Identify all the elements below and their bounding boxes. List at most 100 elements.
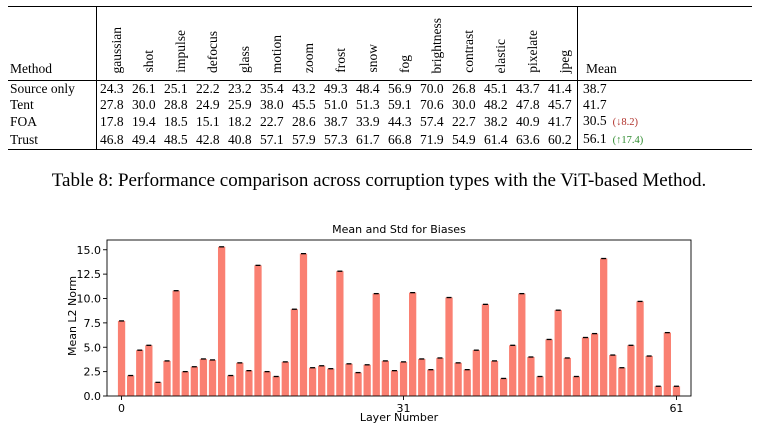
bar — [527, 357, 535, 396]
value-cell: 57.9 — [292, 132, 316, 147]
bar — [236, 362, 244, 396]
value-cell: 51.0 — [324, 97, 348, 112]
bar — [399, 361, 408, 396]
bar — [172, 290, 180, 396]
value-cell: 22.7 — [260, 114, 284, 129]
value-cell: 33.9 — [356, 114, 380, 129]
value-cell: 19.4 — [132, 114, 156, 129]
value-cell: 48.4 — [356, 81, 380, 96]
bar — [190, 366, 198, 396]
bar — [663, 332, 671, 396]
chart-title: Mean and Std for Biases — [332, 223, 466, 236]
bar — [600, 258, 608, 396]
bar — [554, 310, 562, 396]
y-tick-label: 7.5 — [84, 317, 102, 330]
bar — [618, 367, 626, 396]
table-row: FOA 17.8 19.4 18.5 15.1 18.2 22.7 28.6 38.7 33.9 4… — [8, 113, 752, 131]
value-cell: 25.1 — [164, 81, 188, 96]
y-tick-label: 0.0 — [84, 390, 102, 403]
bar — [163, 360, 171, 396]
bar — [463, 369, 471, 396]
value-cell: 42.8 — [196, 132, 220, 147]
table-row: Source only 24.3 26.1 25.1 22.2 23.2 35.4 43.2 4… — [8, 81, 752, 97]
value-cell: 46.8 — [96, 131, 129, 150]
value-cell: 66.8 — [388, 132, 412, 147]
value-cell: 40.8 — [228, 132, 252, 147]
value-cell: 57.1 — [260, 132, 284, 147]
bar — [509, 345, 517, 396]
bar — [318, 365, 326, 396]
bar — [308, 367, 317, 396]
bar — [181, 371, 189, 396]
bar — [199, 358, 208, 396]
bar — [345, 363, 353, 396]
bar — [117, 320, 126, 396]
bar — [154, 382, 162, 396]
bar — [627, 345, 635, 396]
bar — [263, 371, 271, 396]
bar — [290, 309, 299, 396]
method-cell: Trust — [10, 132, 39, 147]
mean-delta-badge: (↑17.4) — [612, 135, 644, 146]
y-tick-label: 15.0 — [77, 244, 102, 257]
value-cell: 43.2 — [292, 81, 316, 96]
value-cell: 71.9 — [420, 132, 444, 147]
value-cell: 63.6 — [516, 132, 540, 147]
value-cell: 70.0 — [420, 81, 444, 96]
y-axis-label: Mean L2 Norm — [66, 276, 79, 356]
mean-cell: 56.1 (↑17.4) — [577, 131, 752, 150]
mean-value: 30.5 — [583, 113, 607, 128]
value-cell: 18.5 — [164, 114, 188, 129]
value-cell: 22.2 — [196, 81, 220, 96]
bar — [481, 304, 490, 396]
value-cell: 61.7 — [356, 132, 380, 147]
value-cell: 70.6 — [420, 97, 444, 112]
bar — [499, 378, 508, 396]
x-tick-label: 31 — [397, 402, 411, 415]
bar — [645, 356, 653, 396]
value-cell: 38.0 — [260, 97, 284, 112]
value-cell: 28.8 — [164, 97, 188, 112]
bar — [654, 386, 662, 396]
bar — [245, 370, 253, 396]
bar — [590, 333, 599, 396]
x-tick-label: 61 — [669, 402, 683, 415]
value-cell: 24.9 — [196, 97, 220, 112]
bar — [454, 362, 462, 396]
mean-value: 41.7 — [583, 97, 607, 112]
results-table: Method gaussian shot impulse defocus glass mo… — [8, 6, 752, 150]
value-cell: 22.7 — [452, 114, 476, 129]
value-cell: 26.1 — [132, 81, 156, 96]
value-cell: 26.8 — [452, 81, 476, 96]
mean-cell: 30.5 (↓8.2) — [577, 113, 752, 131]
bar — [545, 339, 553, 396]
bar — [145, 345, 153, 396]
value-cell: 45.7 — [548, 97, 572, 112]
value-cell: 15.1 — [196, 114, 220, 129]
value-cell: 59.1 — [388, 97, 412, 112]
value-cell: 25.9 — [228, 97, 252, 112]
value-cell: 61.4 — [484, 132, 508, 147]
bar — [581, 337, 590, 396]
bar — [427, 369, 435, 396]
bar — [390, 370, 399, 396]
value-cell: 18.2 — [228, 114, 252, 129]
value-cell: 41.7 — [548, 114, 572, 129]
mean-cell: 38.7 — [577, 81, 752, 97]
value-cell: 38.2 — [484, 114, 508, 129]
value-cell: 24.3 — [96, 81, 129, 97]
bar — [281, 361, 289, 396]
value-cell: 57.3 — [324, 132, 348, 147]
bar — [409, 292, 417, 396]
method-cell: FOA — [10, 114, 38, 129]
bar — [472, 350, 480, 396]
plot-area: 0.0 2.5 5.0 7.5 10.0 12.5 15.0 0 31 61 — [77, 239, 692, 415]
mean-cell: 41.7 — [577, 97, 752, 113]
bar — [445, 297, 453, 396]
bar — [381, 360, 389, 396]
value-cell: 30.0 — [452, 97, 476, 112]
value-cell: 48.5 — [164, 132, 188, 147]
x-axis-label: Layer Number — [360, 411, 439, 424]
value-cell: 41.4 — [548, 81, 572, 96]
